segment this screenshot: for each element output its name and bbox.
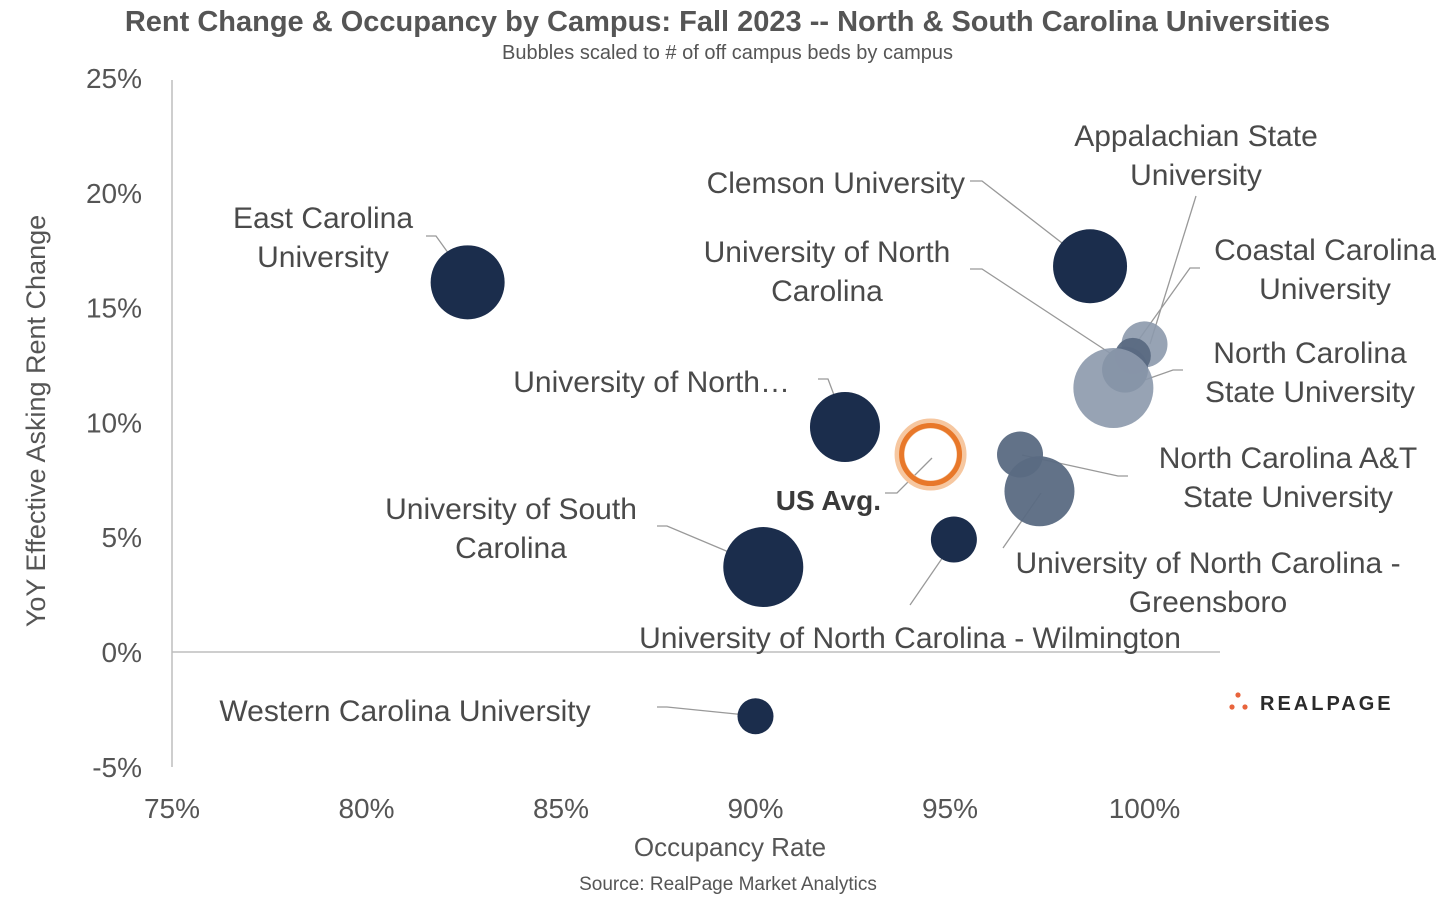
x-tick-label: 75% — [144, 793, 200, 824]
bubble-label: University — [257, 241, 389, 274]
x-tick-label: 90% — [727, 793, 783, 824]
bubble-point — [1073, 347, 1154, 428]
bubble-point — [737, 698, 774, 735]
chart-axes: 25% 20% 15% 10% 5% 0% -5%75% 80% 85% 90% 95% 100% — [86, 63, 1220, 824]
bubble-label: Clemson University — [707, 167, 965, 200]
bubble-label: University of North Carolina - — [1015, 547, 1400, 580]
bubble-point — [809, 391, 880, 462]
bubble-label: University of North… — [513, 366, 790, 399]
bubble-label: North Carolina A&T — [1159, 442, 1417, 475]
bubble-label: University of South — [385, 493, 637, 526]
x-tick-label: 85% — [533, 793, 589, 824]
source-note: Source: RealPage Market Analytics — [579, 874, 877, 895]
bubble-point — [930, 516, 977, 563]
bubble-label: University of North — [704, 236, 951, 269]
bubble-label: Coastal Carolina — [1214, 234, 1436, 267]
y-tick-label: 15% — [86, 293, 142, 324]
bubble-label: Greensboro — [1129, 586, 1287, 619]
bubble-label: Carolina — [771, 275, 883, 308]
leader-line — [885, 457, 933, 494]
bubble-point — [1004, 456, 1075, 527]
leader-line — [657, 706, 757, 717]
y-tick-label: 0% — [102, 637, 142, 668]
us-avg-ring — [899, 423, 963, 487]
bubble-label: Appalachian State — [1074, 120, 1318, 153]
bubble-label: Western Carolina University — [219, 695, 590, 728]
bubble-label: State University — [1205, 376, 1415, 409]
bubble-label: North Carolina — [1213, 337, 1407, 370]
leader-line — [970, 180, 1094, 268]
bubble-label: University — [1259, 273, 1391, 306]
y-tick-label: -5% — [92, 752, 142, 783]
bubble-point — [430, 245, 505, 320]
realpage-logo: REALPAGE — [1228, 690, 1418, 720]
realpage-dots-icon — [1229, 692, 1248, 710]
y-tick-label: 5% — [102, 522, 142, 553]
x-tick-label: 80% — [338, 793, 394, 824]
x-tick-label: 95% — [922, 793, 978, 824]
bubble-point — [1053, 229, 1128, 304]
x-axis-label: Occupancy Rate — [633, 832, 827, 862]
y-tick-label: 25% — [86, 63, 142, 94]
x-tick-label: 100% — [1109, 793, 1181, 824]
chart-subtitle: Bubbles scaled to # of off campus beds b… — [501, 42, 953, 64]
bubbles — [430, 229, 1168, 735]
y-axis-label: YoY Effective Asking Rent Change — [21, 214, 51, 628]
bubble-label: Carolina — [455, 532, 567, 565]
us-avg-label: US Avg. — [776, 485, 881, 516]
y-tick-label: 10% — [86, 407, 142, 438]
bubble-labels: US Avg. East Carolina University Clemson Un… — [219, 120, 1436, 728]
bubble-point — [723, 527, 804, 608]
chart-title: Rent Change & Occupancy by Campus: Fall … — [124, 6, 1331, 38]
leader-line — [1149, 195, 1197, 345]
leader-line — [970, 268, 1126, 364]
bubble-label: University of North Carolina - Wilmingto… — [639, 622, 1181, 655]
bubble-label: University — [1130, 159, 1262, 192]
y-tick-label: 20% — [86, 178, 142, 209]
bubble-label: State University — [1183, 481, 1393, 514]
realpage-logo-text: REALPAGE — [1260, 693, 1394, 715]
bubble-label: East Carolina — [233, 202, 413, 235]
